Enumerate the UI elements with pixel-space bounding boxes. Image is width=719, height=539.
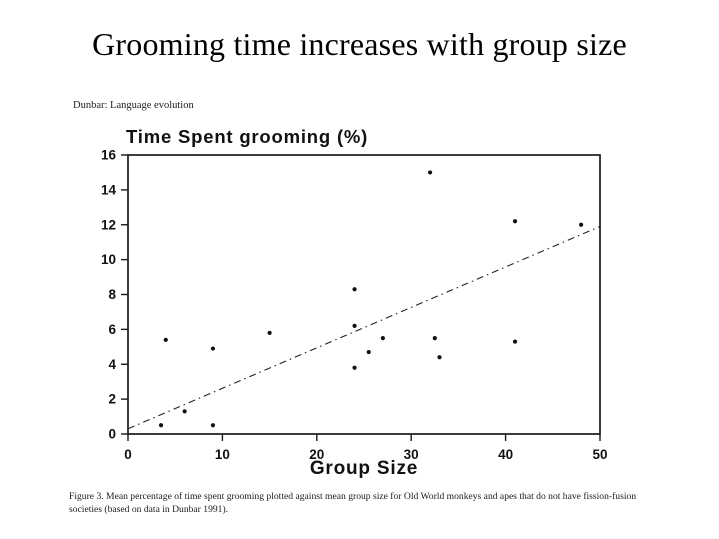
y-tick-label: 0	[108, 427, 116, 442]
data-point	[352, 287, 357, 292]
data-point	[512, 219, 518, 224]
trend-line	[127, 225, 601, 430]
data-point	[432, 335, 437, 341]
figure-caption: Figure 3. Mean percentage of time spent …	[69, 491, 637, 515]
plot-frame	[127, 154, 601, 435]
x-tick-label: 20	[309, 447, 324, 462]
data-point	[352, 365, 357, 370]
y-tick-label: 8	[108, 287, 116, 302]
y-tick-label: 14	[101, 182, 117, 197]
data-point	[182, 409, 187, 414]
y-tick-label: 16	[101, 150, 117, 163]
y-tick-label: 6	[108, 322, 116, 337]
y-tick-label: 10	[101, 252, 116, 267]
data-point	[210, 423, 216, 428]
y-tick-label: 4	[108, 357, 116, 372]
x-tick-label: 0	[124, 447, 132, 462]
scatter-plot: 0 2 4 6 8 10 12 14 16 0 10 20 30 40 50	[101, 150, 608, 462]
x-tick-label: 40	[498, 447, 513, 462]
data-point	[267, 330, 272, 335]
y-tick-label: 2	[108, 392, 116, 407]
data-point	[380, 335, 385, 341]
data-point	[437, 355, 442, 360]
data-point	[163, 337, 168, 342]
x-tick-label: 10	[215, 447, 230, 462]
data-point	[427, 170, 433, 175]
data-point	[366, 349, 371, 355]
chart-title: Time Spent grooming (%)	[126, 126, 369, 147]
data-point	[579, 222, 584, 227]
data-point	[352, 323, 357, 328]
data-point	[158, 423, 164, 428]
data-point	[210, 346, 216, 351]
figure-source-label: Dunbar: Language evolution	[73, 100, 194, 111]
scanned-figure: Dunbar: Language evolution Time Spent gr…	[0, 90, 719, 539]
x-tick-label: 30	[404, 447, 419, 462]
y-tick-label: 12	[101, 217, 116, 232]
slide-title: Grooming time increases with group size	[92, 26, 627, 62]
x-tick-label: 50	[592, 447, 607, 462]
x-axis-title: Group Size	[309, 458, 419, 479]
data-point	[512, 339, 518, 344]
